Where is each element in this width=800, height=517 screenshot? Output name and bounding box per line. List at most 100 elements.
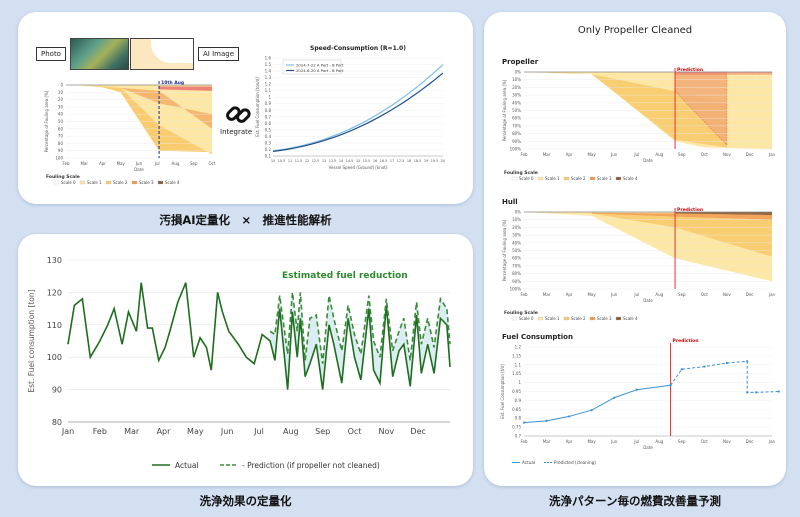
- x-tick-label: Dec: [410, 427, 425, 436]
- y-tick-label: 130: [47, 256, 62, 265]
- predicted-point: [755, 391, 758, 394]
- y-tick-label: 70%: [512, 123, 521, 128]
- legend-swatch: [589, 176, 596, 181]
- y-tick-label: 30%: [512, 233, 521, 238]
- legend-title: Fouling Scale: [504, 310, 538, 316]
- legend-swatch: [615, 176, 622, 181]
- legend-label: Scale 3: [597, 176, 612, 181]
- legend-box: [282, 59, 342, 75]
- x-tick-label: Mar: [543, 152, 551, 157]
- legend-label: Scale 0: [519, 176, 534, 181]
- chart-title: Propeller: [502, 58, 539, 66]
- y-tick-label: 1.5: [265, 62, 272, 67]
- y-tick-label: 0.1: [265, 154, 272, 159]
- x-tick-label: 14: [339, 159, 343, 163]
- legend-label: Scale 1: [545, 176, 560, 181]
- legend-actual-label: Actual: [175, 461, 199, 470]
- legend-label: Scale 4: [623, 316, 638, 321]
- y-tick-label: 0.4: [265, 134, 272, 139]
- actual-point: [522, 421, 526, 424]
- x-axis-label: Date: [643, 445, 653, 450]
- predicted-point: [680, 368, 683, 371]
- x-tick-label: Apr: [99, 161, 106, 166]
- x-tick-label: 18.5: [414, 159, 422, 163]
- predicted-point: [669, 384, 672, 387]
- y-tick-label: 1: [518, 380, 521, 385]
- speed-consumption-chart: Speed-Consumption (R=1.0) 0.1 0.2 0.30.4 0.5…: [255, 45, 445, 170]
- y-tick-label: 0.2: [265, 147, 272, 152]
- y-tick-label: 100%: [510, 147, 522, 152]
- y-tick-label: 1.3: [265, 75, 272, 80]
- hull-fouling-chart: Hull 0% 10% 20% 30% 40% 50% 60% 70% 80% 90% 100%Feb…: [502, 198, 776, 321]
- legend-swatch: [79, 180, 86, 185]
- x-tick-label: Oct: [701, 292, 708, 297]
- legend-label-2: 2024-6-20 A Port - B Port: [296, 68, 344, 73]
- fouling-area-2: [120, 87, 212, 129]
- y-tick-label: 10%: [512, 77, 521, 82]
- x-tick-label: Sep: [678, 292, 686, 297]
- y-tick-label: 0%: [515, 210, 522, 215]
- x-tick-label: Sep: [678, 439, 686, 444]
- chart-title: Estimated fuel reduction: [282, 271, 408, 281]
- series-line-1: [272, 64, 444, 152]
- y-tick-label: 60%: [512, 116, 521, 121]
- x-tick-label: Sep: [315, 427, 330, 436]
- y-tick-label: 40%: [512, 240, 521, 245]
- x-tick-label: 15.5: [363, 159, 371, 163]
- y-tick-label: 0.95: [512, 389, 521, 394]
- fuel-reduction-chart: 80 90 100 110 120 130 Jan Feb Mar Apr May Jun Jul Aug…: [27, 256, 451, 470]
- legend-title: Fouling Scale: [504, 170, 538, 176]
- x-tick-label: Sep: [190, 161, 198, 166]
- y-axis-label: Est. Fuel Consumption [t/d]: [500, 364, 505, 419]
- x-tick-label: Nov: [379, 427, 395, 436]
- x-tick-label: 16.5: [380, 159, 388, 163]
- x-tick-label: Jun: [610, 439, 618, 444]
- y-tick-label: 1.15: [512, 353, 521, 358]
- y-tick-label: 1: [268, 95, 271, 100]
- y-tick-label: 40: [58, 112, 64, 117]
- y-tick-label: 20%: [512, 85, 521, 90]
- x-tick-label: 13: [322, 159, 326, 163]
- marker-label: 10th Aug: [161, 80, 184, 86]
- y-tick-label: 70%: [512, 263, 521, 268]
- actual-point: [567, 415, 571, 418]
- link-icon: [226, 106, 251, 123]
- x-tick-label: Feb: [62, 161, 70, 166]
- chart-title: Hull: [502, 198, 518, 206]
- y-tick-label: 0.6: [265, 121, 272, 126]
- y-axis-label: Percentage of Fouling area [%]: [502, 79, 507, 141]
- caption-analysis: 汚損AI定量化 × 推進性能解析: [159, 213, 332, 227]
- x-tick-label: 16: [373, 159, 377, 163]
- y-tick-label: 20: [58, 97, 64, 102]
- y-tick-label: 110: [47, 321, 62, 330]
- y-axis-label: Percentage of Fouling area [%]: [44, 90, 49, 152]
- x-tick-label: Aug: [655, 439, 663, 444]
- legend-label: Scale 3: [139, 180, 154, 185]
- predicted-point: [777, 390, 780, 393]
- y-tick-label: 50: [58, 119, 64, 124]
- prediction-label: Prediction: [677, 207, 703, 213]
- y-tick-label: 30%: [512, 93, 521, 98]
- legend-label: Scale 2: [571, 316, 586, 321]
- y-tick-label: 0: [60, 83, 63, 88]
- y-tick-label: 1.6: [265, 56, 272, 61]
- x-tick-label: Jun: [220, 427, 234, 436]
- x-tick-label: Mar: [543, 292, 551, 297]
- x-tick-label: Oct: [348, 427, 362, 436]
- chart-title: Speed-Consumption (R=1.0): [310, 45, 406, 52]
- y-tick-label: 80%: [512, 131, 521, 136]
- y-tick-label: 60: [58, 126, 64, 131]
- y-tick-label: 1.2: [265, 82, 272, 87]
- y-tick-label: 50%: [512, 248, 521, 253]
- fouling-area-1: [66, 85, 212, 155]
- x-tick-label: May: [587, 292, 596, 297]
- legend-title: Fouling Scale: [46, 174, 80, 180]
- y-axis-label: Est. Fuel consumption [ton]: [27, 289, 36, 392]
- legend-swatch: [105, 180, 112, 185]
- fouling-area-1: [524, 212, 772, 257]
- actual-series-line: [67, 282, 451, 390]
- y-axis-label: Est. Fuel Consumption [ton/d]: [255, 77, 260, 137]
- y-tick-label: 90%: [512, 139, 521, 144]
- x-tick-label: Aug: [172, 161, 180, 166]
